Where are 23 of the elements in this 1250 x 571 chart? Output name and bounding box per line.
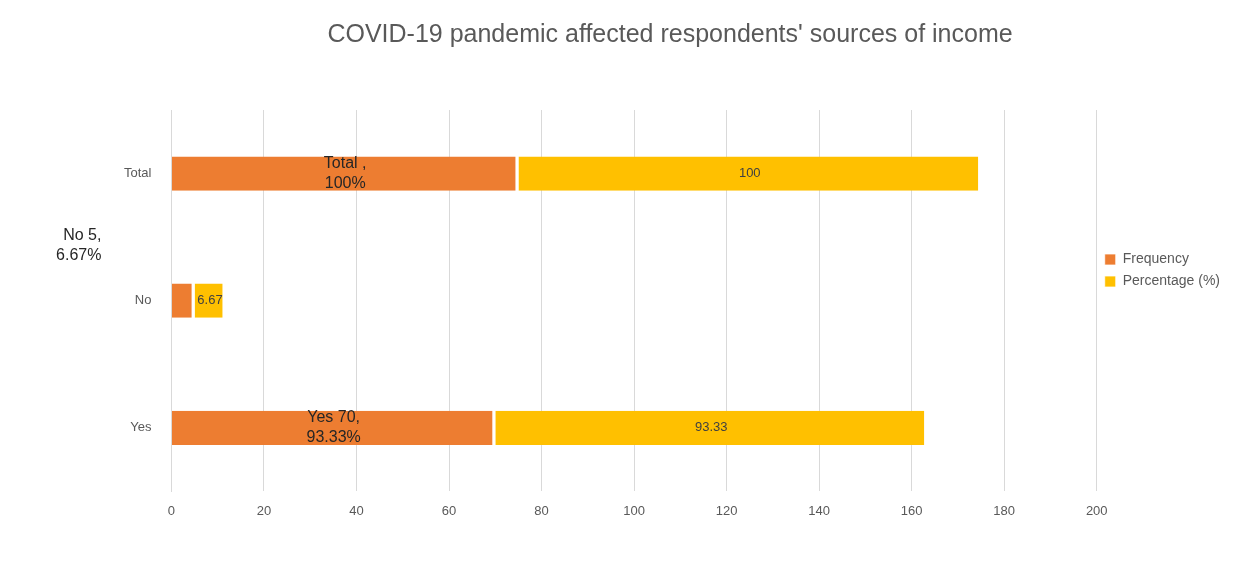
legend-label: Frequency xyxy=(1122,250,1189,267)
x-tick-label: 40 xyxy=(349,502,364,518)
legend-label: Percentage (%) xyxy=(1122,272,1221,289)
annotation: Total , 100% xyxy=(323,153,367,191)
x-tick-label: 180 xyxy=(993,502,1016,518)
x-tick-label: 100 xyxy=(623,502,645,518)
x-tick-label: 60 xyxy=(441,502,457,518)
chart-title: COVID-19 pandemic affected respondents' sources of income xyxy=(327,18,1013,47)
data-label: 93.33 xyxy=(694,419,728,435)
x-tick-label: 80 xyxy=(534,502,549,518)
text: No 5, 6.67% xyxy=(56,226,102,264)
data-label: 100 xyxy=(738,165,761,181)
x-tick-label: 20 xyxy=(256,502,272,518)
y-tick-label: No xyxy=(134,292,152,308)
x-tick-label: 0 xyxy=(167,502,176,518)
x-tick-label: 140 xyxy=(808,502,830,518)
data-label: 6.67 xyxy=(197,292,223,308)
x-tick-label: 160 xyxy=(900,502,923,518)
y-tick-label: Yes xyxy=(130,419,152,435)
x-tick-label: 200 xyxy=(1085,502,1108,518)
x-tick-label: 120 xyxy=(715,502,738,518)
y-tick-label: Total xyxy=(123,165,152,181)
annotation: Yes 70, 93.33% xyxy=(306,408,361,446)
